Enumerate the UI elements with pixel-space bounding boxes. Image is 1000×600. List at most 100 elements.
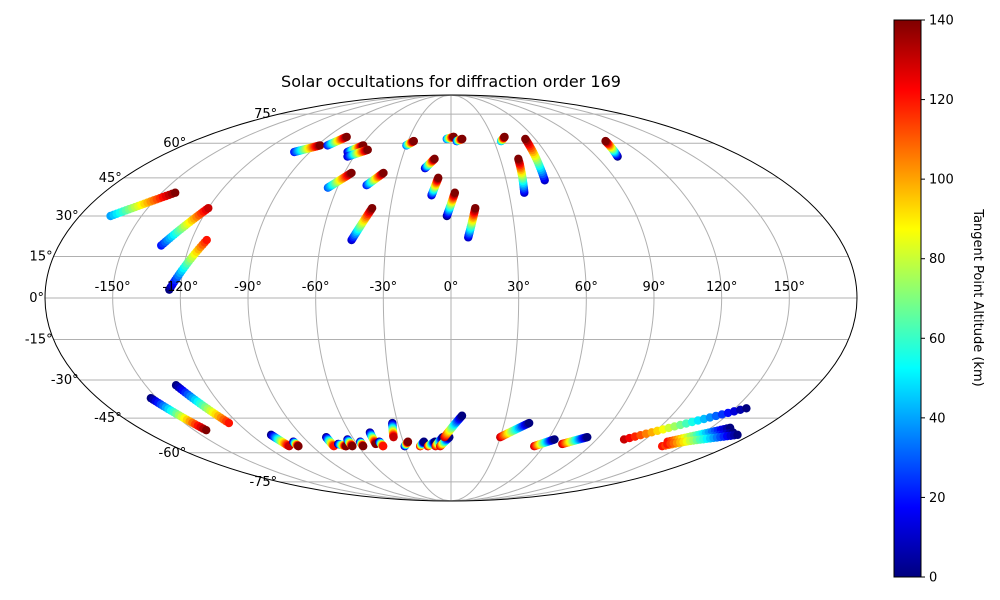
latitude-tick-label: -75° — [249, 475, 277, 490]
occultation-track — [356, 437, 368, 451]
occultation-track — [323, 168, 356, 192]
occultation-track — [402, 136, 418, 150]
data-point — [403, 437, 413, 446]
meridian-line — [179, 94, 452, 502]
latitude-tick-label: 0° — [29, 291, 44, 306]
occultation-track — [375, 437, 388, 451]
occultation-track — [347, 203, 377, 245]
data-point — [389, 432, 398, 442]
data-point — [204, 203, 213, 213]
longitude-tick-label: -30° — [369, 280, 397, 295]
data-point — [524, 418, 534, 428]
colorbar-ticks: 0 20 40 60 80 100 120 140 — [921, 14, 954, 586]
occultation-track — [514, 154, 529, 197]
meridian-line — [450, 94, 520, 502]
data-point — [171, 188, 180, 197]
data-point — [471, 203, 480, 213]
longitude-tick-label: 0° — [444, 280, 459, 295]
data-point — [202, 235, 211, 245]
data-point — [601, 136, 610, 146]
occultation-track — [464, 203, 480, 242]
data-point — [521, 134, 530, 144]
longitude-tick-label: -90° — [234, 280, 262, 295]
longitude-tick-label: 90° — [642, 280, 665, 295]
occultation-track — [266, 430, 294, 451]
data-point — [379, 168, 388, 178]
data-point — [294, 442, 303, 451]
colorbar-tick-label: 80 — [929, 252, 946, 267]
occultation-track — [442, 188, 460, 221]
occultation-track — [496, 132, 509, 146]
latitude-tick-label: 75° — [254, 107, 277, 122]
occultation-track — [165, 235, 211, 294]
data-point — [347, 168, 356, 178]
latitude-tick-label: 60° — [163, 136, 186, 151]
colorbar-tick-label: 120 — [929, 93, 954, 108]
occultation-track — [663, 430, 742, 449]
data-point — [514, 154, 523, 164]
occultation-track — [420, 154, 439, 173]
longitude-tick-label: 30° — [507, 280, 530, 295]
occultation-track — [452, 134, 467, 146]
occultation-track — [322, 432, 339, 451]
occultation-track — [343, 145, 372, 161]
data-point — [450, 188, 460, 197]
latitude-tick-labels: 75° 60° 45° 30° 15° 0° -15° -30° -45° -60° -75° — [25, 107, 277, 490]
map-boundary — [44, 94, 858, 502]
occultation-track — [362, 168, 388, 190]
data-point — [733, 430, 742, 440]
data-point — [583, 432, 592, 442]
data-point — [224, 418, 234, 428]
occultation-track — [289, 437, 303, 451]
latitude-tick-label: 45° — [99, 171, 122, 186]
occultation-track — [558, 432, 592, 449]
longitude-tick-label: -120° — [162, 280, 198, 295]
colorbar-gradient — [893, 19, 922, 578]
colorbar-tick-label: 140 — [929, 14, 954, 29]
data-point — [342, 132, 351, 142]
latitude-tick-label: -30° — [51, 373, 79, 388]
longitude-tick-label: 150° — [774, 280, 805, 295]
colorbar-tick-label: 40 — [929, 411, 946, 426]
colorbar: 0 20 40 60 80 100 120 140 Tangent Point Altitud… — [893, 14, 985, 586]
data-point — [348, 442, 357, 451]
occultation-track — [619, 404, 751, 444]
occultation-track — [146, 393, 211, 435]
occultation-track — [388, 418, 398, 442]
data-point — [202, 425, 211, 435]
colorbar-tick-label: 100 — [929, 173, 954, 188]
data-point — [378, 442, 388, 451]
meridian-line — [450, 94, 723, 502]
occultation-track — [530, 435, 559, 451]
latitude-tick-label: -45° — [94, 411, 122, 426]
occultation-track — [171, 381, 234, 428]
meridian-line — [112, 94, 452, 502]
data-point — [458, 134, 467, 144]
longitude-tick-label: 60° — [575, 280, 598, 295]
occultation-track — [323, 132, 351, 150]
occultation-track — [440, 411, 467, 442]
meridian-line — [450, 94, 790, 502]
occultation-track — [496, 418, 534, 442]
occultation-track — [442, 132, 458, 144]
longitude-tick-labels: -150° -120° -90° -60° -30° 0° 30° 60° 90° 120° 150… — [95, 280, 805, 295]
data-point — [500, 132, 509, 142]
latitude-tick-label: -60° — [159, 446, 187, 461]
meridian-line — [450, 94, 587, 502]
meridian-line — [450, 94, 655, 502]
data-point — [550, 435, 559, 444]
latitude-tick-label: 30° — [56, 209, 79, 224]
colorbar-label: Tangent Point Altitude (km) — [970, 208, 985, 386]
longitude-tick-label: -60° — [302, 280, 330, 295]
occultation-track — [157, 203, 213, 250]
data-point — [430, 154, 439, 164]
colorbar-tick-label: 20 — [929, 491, 946, 506]
data-point — [742, 404, 751, 413]
longitude-tick-label: -150° — [95, 280, 131, 295]
data-point — [358, 442, 368, 451]
longitude-tick-label: 120° — [706, 280, 737, 295]
occultation-track — [521, 134, 549, 185]
occultation-track — [601, 136, 622, 161]
data-point — [409, 136, 418, 146]
